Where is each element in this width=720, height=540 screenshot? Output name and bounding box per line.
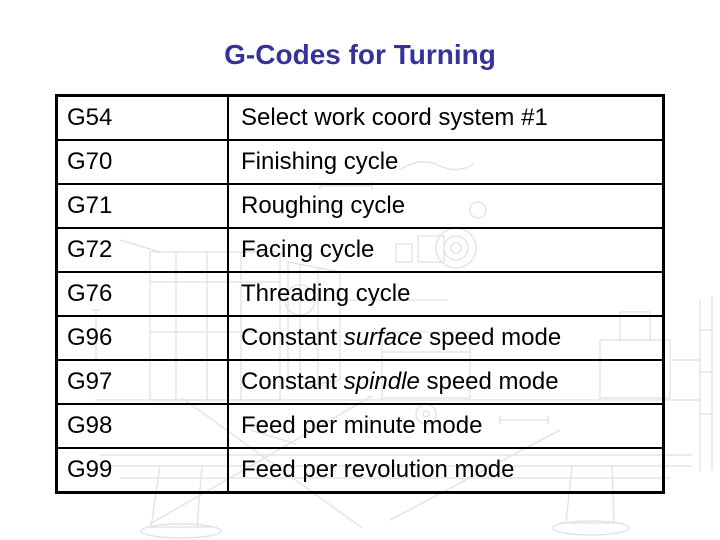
gcode-cell: G70 [55, 139, 229, 186]
description-cell: Facing cycle [227, 227, 665, 273]
gcode-cell: G97 [55, 358, 229, 405]
table-row: G99 Feed per revolution mode [55, 446, 665, 494]
description-text: Finishing cycle [241, 148, 399, 176]
description-cell: Threading cycle [227, 270, 665, 317]
description-text: Roughing cycle [241, 192, 406, 220]
description-text: Feed per minute mode [241, 411, 483, 439]
table-row: G76 Threading cycle [55, 270, 665, 317]
description-text: Threading cycle [241, 279, 411, 307]
description-cell: Constant spindle speed mode [227, 358, 665, 405]
description-cell: Select work coord system #1 [227, 94, 665, 142]
gcode-cell: G76 [55, 270, 229, 317]
description-cell: Feed per minute mode [227, 402, 665, 449]
gcode-table-body: G54 Select work coord system #1 G70 Finishi… [55, 94, 665, 494]
table-row: G98 Feed per minute mode [55, 402, 665, 449]
description-text: Feed per revolution mode [241, 455, 515, 483]
description-italic-text: surface [343, 323, 423, 351]
table-row: G72 Facing cycle [55, 227, 665, 273]
gcode-cell: G72 [55, 227, 229, 273]
description-cell: Constant surface speed mode [227, 314, 665, 361]
description-cell: Roughing cycle [227, 183, 665, 230]
table-row: G54 Select work coord system #1 [55, 94, 665, 142]
gcode-cell: G71 [55, 183, 229, 230]
gcode-cell: G99 [55, 446, 229, 494]
description-text: Constant [241, 323, 344, 351]
table-row: G70 Finishing cycle [55, 139, 665, 186]
gcode-cell: G98 [55, 402, 229, 449]
description-text: speed mode [419, 367, 559, 395]
gcode-cell: G96 [55, 314, 229, 361]
description-cell: Feed per revolution mode [227, 446, 665, 494]
description-cell: Finishing cycle [227, 139, 665, 186]
description-text: Select work coord system #1 [241, 104, 548, 132]
description-text: Constant [241, 367, 344, 395]
description-text: Facing cycle [241, 236, 375, 264]
table-row: G96 Constant surface speed mode [55, 314, 665, 361]
slide-title: G-Codes for Turning [224, 39, 496, 70]
table-row: G71 Roughing cycle [55, 183, 665, 230]
gcode-table: G54 Select work coord system #1 G70 Finishi… [55, 94, 665, 494]
description-text: speed mode [422, 323, 562, 351]
gcode-cell: G54 [55, 94, 229, 142]
description-italic-text: spindle [343, 367, 420, 395]
table-row: G97 Constant spindle speed mode [55, 358, 665, 405]
